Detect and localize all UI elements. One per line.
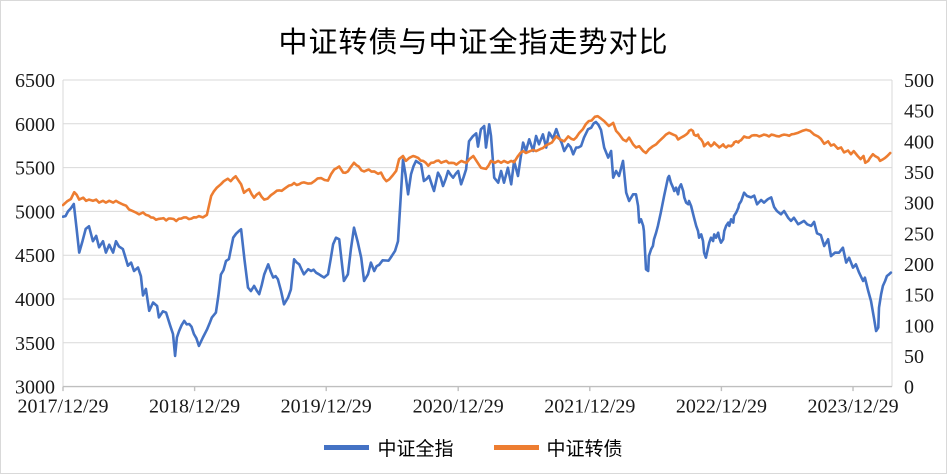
legend-label: 中证全指 (377, 439, 454, 460)
y-tick-label-right: 200 (904, 254, 934, 276)
y-tick-label-left: 5000 (15, 201, 55, 223)
y-tick-label-right: 500 (904, 70, 934, 92)
y-tick-label-left: 5500 (15, 158, 55, 180)
y-tick-label-left: 3500 (15, 333, 55, 355)
y-tick-label-right: 150 (904, 285, 934, 307)
legend: 中证全指 中证转债 (1, 434, 946, 461)
x-tick-label: 2023/12/29 (807, 396, 898, 418)
x-tick-label: 2022/12/29 (676, 396, 767, 418)
legend-label: 中证转债 (546, 439, 623, 460)
x-tick-label: 2021/12/29 (544, 396, 635, 418)
axis-lines (62, 80, 893, 388)
y-axis-right-labels: 0 50 100 150 200 250 300 350 400 450 500 (904, 70, 934, 399)
legend-item-csi-all-share: 中证全指 (324, 434, 454, 461)
y-tick-label-right: 250 (904, 223, 934, 245)
y-axis-left-labels: 3000 3500 4000 4500 5000 5500 6000 6500 (15, 70, 55, 399)
y-tick-label-left: 6000 (15, 114, 55, 136)
x-tick-label: 2018/12/29 (149, 396, 240, 418)
y-tick-label-right: 350 (904, 162, 934, 184)
series-line-csi-convertible-bond (62, 114, 892, 223)
y-tick-label-right: 450 (904, 101, 934, 123)
y-tick-label-right: 400 (904, 131, 934, 153)
legend-item-csi-convertible-bond: 中证转债 (493, 434, 623, 461)
x-axis-labels: 2017/12/29 2018/12/29 2019/12/29 2020/12/29… (17, 386, 899, 418)
y-tick-label-left: 4500 (15, 245, 55, 267)
legend-line-swatch-blue (324, 445, 370, 450)
y-tick-label-right: 100 (904, 315, 934, 337)
y-tick-label-right: 0 (904, 377, 914, 399)
chart-title: 中证转债与中证全指走势对比 (278, 27, 669, 59)
y-tick-label-left: 6500 (15, 70, 55, 92)
series-line-csi-all-share (62, 120, 893, 358)
x-tick-label: 2020/12/29 (413, 396, 504, 418)
x-tick-label: 2017/12/29 (17, 396, 108, 418)
legend-line-swatch-orange (493, 445, 539, 450)
y-tick-label-right: 300 (904, 193, 934, 215)
y-tick-label-left: 4000 (15, 289, 55, 311)
x-tick-label: 2019/12/29 (281, 396, 372, 418)
gridlines (63, 79, 892, 344)
y-tick-label-right: 50 (904, 346, 924, 368)
y-tick-label-left: 3000 (15, 377, 55, 399)
